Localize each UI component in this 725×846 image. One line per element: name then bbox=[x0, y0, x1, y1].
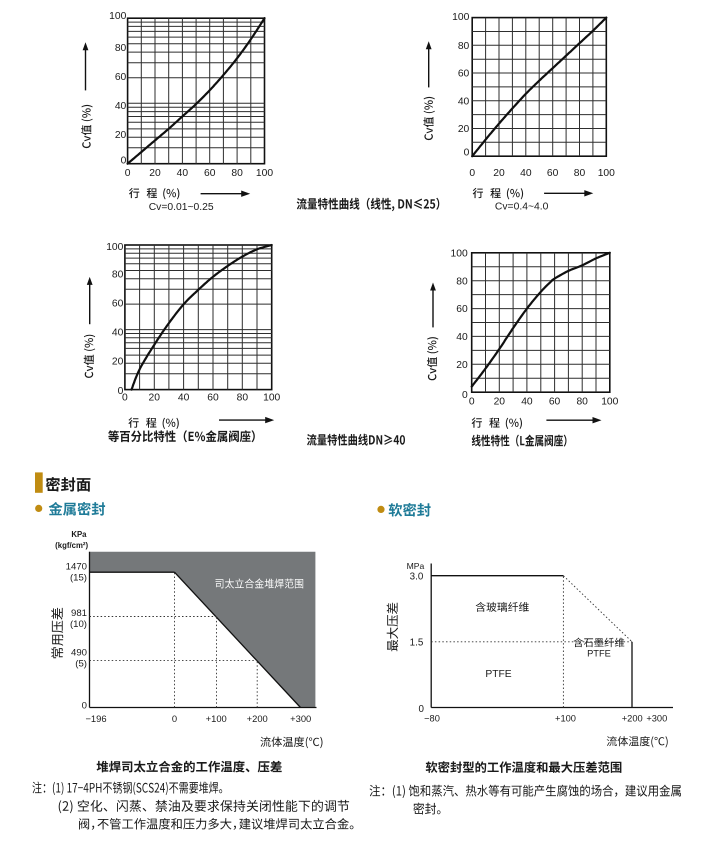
svg-text:490: 490 bbox=[71, 648, 87, 659]
svg-text:(15): (15) bbox=[70, 573, 87, 584]
svg-text:(kgf/cm²): (kgf/cm²) bbox=[55, 541, 88, 550]
svg-text:−80: −80 bbox=[424, 714, 440, 724]
svg-text:100: 100 bbox=[256, 168, 273, 179]
svg-text:0: 0 bbox=[469, 396, 475, 407]
svg-text:0: 0 bbox=[125, 168, 131, 179]
svg-text:PTFE: PTFE bbox=[587, 648, 611, 658]
svg-text:60: 60 bbox=[458, 69, 470, 80]
svg-text:+200: +200 bbox=[247, 713, 268, 724]
svg-text:KPa: KPa bbox=[71, 530, 87, 539]
svg-text:0: 0 bbox=[469, 168, 475, 179]
svg-text:0: 0 bbox=[462, 390, 468, 401]
svg-text:60: 60 bbox=[204, 168, 216, 179]
svg-text:60: 60 bbox=[456, 304, 468, 315]
svg-text:+300: +300 bbox=[290, 713, 311, 724]
svg-text:20: 20 bbox=[458, 124, 470, 135]
svg-text:40: 40 bbox=[177, 168, 189, 179]
svg-text:0: 0 bbox=[118, 386, 124, 397]
svg-text:+300: +300 bbox=[646, 714, 667, 724]
svg-text:80: 80 bbox=[237, 393, 249, 404]
svg-text:0: 0 bbox=[172, 713, 177, 724]
svg-text:0: 0 bbox=[121, 155, 127, 166]
svg-text:40: 40 bbox=[521, 396, 533, 407]
svg-text:40: 40 bbox=[115, 101, 127, 112]
svg-text:100: 100 bbox=[452, 12, 469, 23]
svg-text:40: 40 bbox=[112, 327, 124, 338]
svg-text:−196: −196 bbox=[85, 713, 106, 724]
svg-text:40: 40 bbox=[178, 393, 190, 404]
svg-text:100: 100 bbox=[451, 248, 468, 259]
svg-text:Cv=0.01~0.25: Cv=0.01~0.25 bbox=[149, 202, 214, 213]
svg-text:Cv=0.4~4.0: Cv=0.4~4.0 bbox=[495, 201, 549, 212]
svg-text:20: 20 bbox=[456, 360, 468, 371]
svg-text:1.5: 1.5 bbox=[410, 637, 424, 648]
svg-text:0: 0 bbox=[464, 148, 470, 159]
svg-text:20: 20 bbox=[115, 130, 127, 141]
svg-text:MPa: MPa bbox=[407, 561, 425, 571]
svg-text:40: 40 bbox=[456, 332, 468, 343]
svg-text:60: 60 bbox=[547, 168, 559, 179]
svg-text:80: 80 bbox=[456, 276, 468, 287]
svg-text:60: 60 bbox=[115, 72, 127, 83]
svg-text:80: 80 bbox=[576, 396, 588, 407]
svg-text:100: 100 bbox=[109, 11, 126, 22]
svg-text:100: 100 bbox=[598, 168, 615, 179]
svg-text:60: 60 bbox=[112, 298, 124, 309]
svg-text:40: 40 bbox=[520, 168, 532, 179]
svg-text:60: 60 bbox=[207, 393, 219, 404]
svg-text:(10): (10) bbox=[70, 619, 87, 630]
svg-text:0: 0 bbox=[82, 701, 87, 712]
svg-text:80: 80 bbox=[231, 168, 243, 179]
svg-text:80: 80 bbox=[574, 168, 586, 179]
svg-text:+100: +100 bbox=[206, 713, 227, 724]
svg-text:1470: 1470 bbox=[66, 562, 87, 573]
svg-text:40: 40 bbox=[458, 96, 470, 107]
svg-text:20: 20 bbox=[494, 396, 506, 407]
svg-text:20: 20 bbox=[149, 168, 161, 179]
svg-text:0: 0 bbox=[122, 393, 128, 404]
svg-text:+100: +100 bbox=[555, 714, 576, 724]
svg-text:(5): (5) bbox=[75, 659, 87, 670]
svg-text:80: 80 bbox=[112, 270, 124, 281]
svg-text:100: 100 bbox=[263, 393, 280, 404]
svg-text:981: 981 bbox=[71, 608, 87, 619]
svg-text:20: 20 bbox=[493, 168, 505, 179]
svg-text:60: 60 bbox=[549, 396, 561, 407]
svg-text:80: 80 bbox=[115, 43, 127, 54]
svg-text:+200: +200 bbox=[622, 714, 643, 724]
svg-text:100: 100 bbox=[601, 396, 618, 407]
svg-text:80: 80 bbox=[458, 41, 470, 52]
svg-text:20: 20 bbox=[112, 356, 124, 367]
svg-text:100: 100 bbox=[106, 242, 123, 253]
svg-text:0: 0 bbox=[419, 704, 425, 715]
svg-text:3.0: 3.0 bbox=[410, 571, 424, 582]
svg-text:PTFE: PTFE bbox=[485, 669, 511, 680]
svg-text:20: 20 bbox=[149, 393, 161, 404]
